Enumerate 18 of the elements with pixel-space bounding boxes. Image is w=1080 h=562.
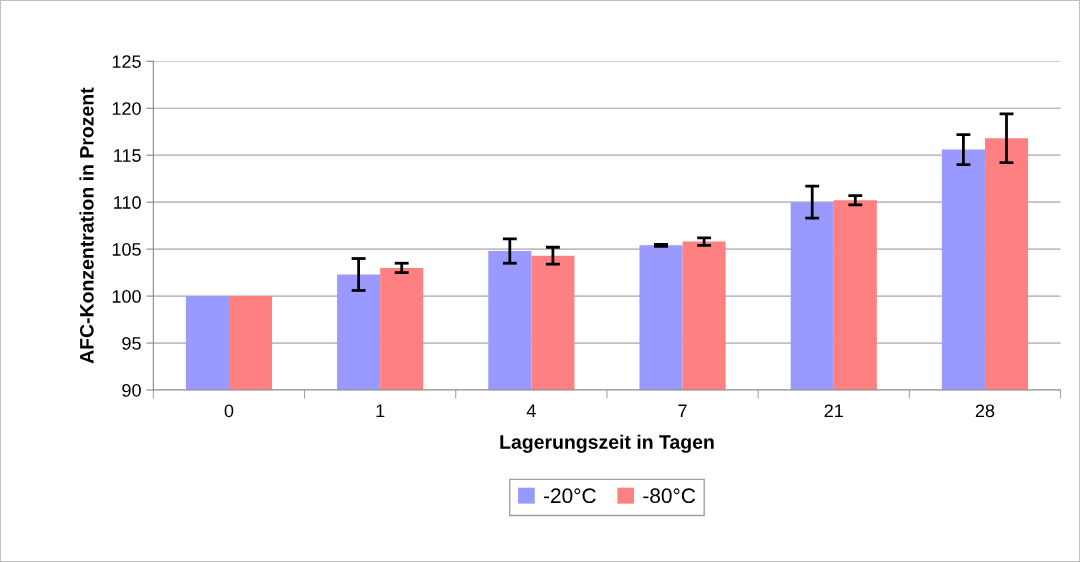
y-tick-label: 105 — [112, 243, 141, 256]
x-axis-title: Lagerungszeit in Tagen — [500, 434, 714, 453]
x-tick-label: 0 — [224, 404, 234, 418]
y-tick-label: 90 — [122, 383, 141, 397]
x-tick-label: 21 — [824, 404, 843, 417]
y-axis-title: AFC-Konzentration in Prozent — [79, 87, 94, 364]
x-tick-label: 1 — [376, 404, 385, 417]
y-tick-label: 115 — [114, 149, 141, 162]
legend-label: -20°C — [543, 488, 596, 504]
x-tick-label: 7 — [678, 404, 687, 417]
y-tick-label: 110 — [114, 196, 141, 209]
y-tick-label: 120 — [112, 102, 141, 115]
y-tick-label: 95 — [122, 337, 141, 350]
x-tick-label: 28 — [975, 404, 995, 418]
y-tick-label: 100 — [112, 290, 141, 303]
legend-label: -80°C — [643, 488, 696, 504]
x-tick-label: 4 — [526, 404, 536, 417]
y-tick-label: 125 — [112, 55, 141, 68]
